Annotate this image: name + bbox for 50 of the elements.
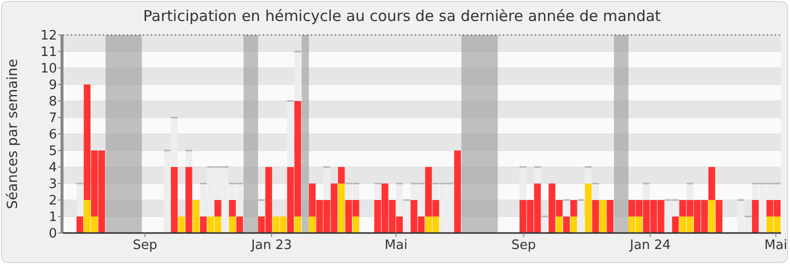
- y-tick-label: 1: [48, 210, 57, 226]
- bar: [454, 150, 461, 233]
- bar: [338, 167, 345, 184]
- bar: [352, 216, 360, 233]
- bar: [708, 200, 716, 233]
- bar: [214, 200, 222, 216]
- bar: [178, 216, 185, 233]
- y-tick-label: 2: [48, 194, 57, 209]
- x-tick-label: Jan 24: [628, 238, 671, 253]
- bar: [556, 216, 563, 233]
- bar: [170, 167, 178, 233]
- bar: [185, 167, 192, 233]
- bar: [192, 200, 200, 233]
- bar: [570, 216, 578, 233]
- bar: [76, 216, 84, 233]
- y-tick-label: 5: [48, 144, 57, 160]
- y-tick-label: 12: [40, 28, 57, 44]
- bar: [599, 200, 606, 233]
- y-tick-label: 4: [48, 160, 57, 176]
- bar: [570, 200, 578, 216]
- bar: [200, 216, 207, 233]
- bar: [229, 216, 236, 233]
- bar: [229, 200, 236, 216]
- y-tick-label: 8: [48, 94, 57, 110]
- bar: [708, 167, 716, 200]
- bar: [563, 216, 570, 233]
- bar: [338, 184, 345, 233]
- y-tick-label: 7: [48, 111, 57, 126]
- y-tick-label: 6: [48, 128, 57, 143]
- bar: [606, 200, 614, 233]
- x-tick-label: Sep: [132, 238, 158, 253]
- bar: [294, 216, 302, 233]
- y-tick-label: 0: [48, 226, 57, 242]
- x-tick-label: Mai: [384, 238, 408, 253]
- y-tick-label: 11: [40, 45, 57, 60]
- y-tick-label: 3: [48, 177, 57, 192]
- x-tick-label: Mai: [764, 238, 788, 253]
- bar: [752, 200, 759, 233]
- bar: [716, 200, 722, 233]
- x-tick-label: Jan 23: [250, 238, 292, 253]
- bar: [308, 216, 316, 233]
- y-axis-title: Séances par semaine: [5, 58, 21, 210]
- bar: [592, 200, 599, 233]
- y-tick-label: 10: [40, 62, 57, 77]
- y-tick-label: 9: [48, 78, 57, 94]
- x-tick-label: Sep: [511, 238, 536, 253]
- bar: [672, 216, 679, 233]
- bar: [584, 184, 592, 233]
- bar: [236, 216, 244, 233]
- chart-title: Participation en hémicycle au cours de sa dernière année de mandat: [143, 7, 661, 25]
